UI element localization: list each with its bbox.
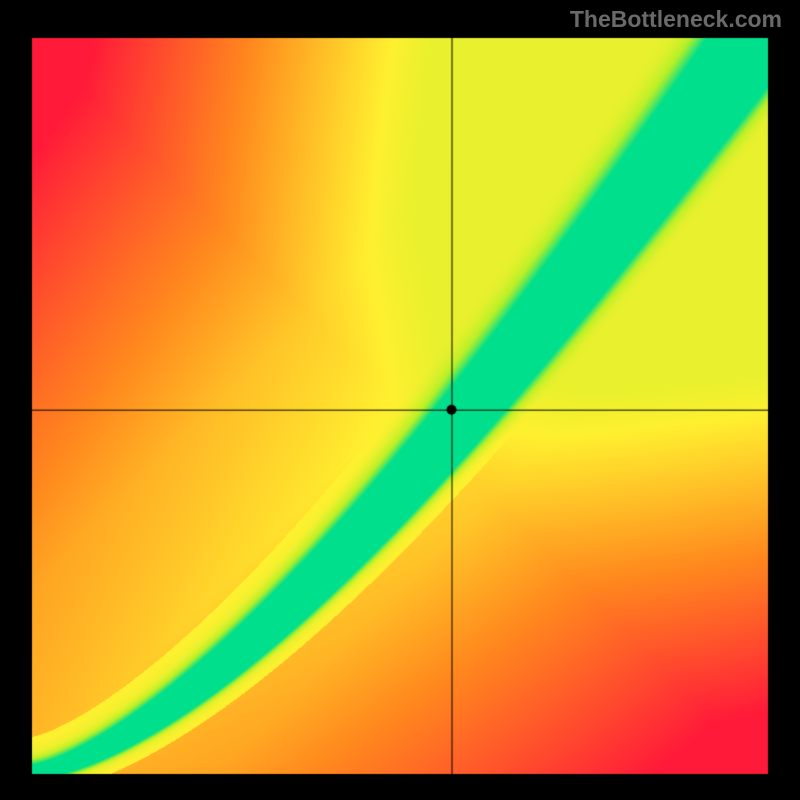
chart-container: TheBottleneck.com [0,0,800,800]
bottleneck-heatmap [0,0,800,800]
attribution-text: TheBottleneck.com [570,6,782,33]
